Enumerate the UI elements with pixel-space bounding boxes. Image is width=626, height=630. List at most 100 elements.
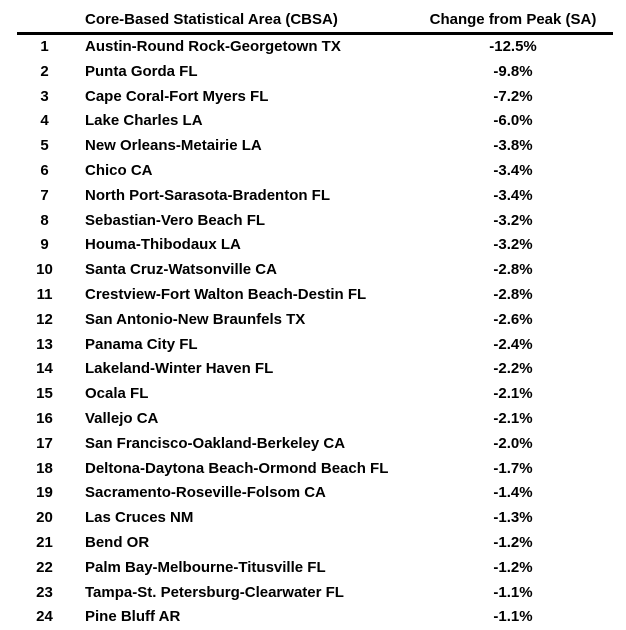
- table-row: 1 Austin-Round Rock-Georgetown TX -12.5%: [17, 34, 613, 60]
- change-cell: -1.4%: [493, 484, 533, 502]
- cbsa-cell: San Antonio-New Braunfels TX: [85, 310, 306, 328]
- change-cell: -3.8%: [493, 137, 533, 155]
- cbsa-column-header: Core-Based Statistical Area (CBSA): [72, 6, 413, 35]
- table-row: 4 Lake Charles LA -6.0%: [17, 109, 613, 134]
- change-cell: -2.1%: [493, 385, 533, 403]
- cbsa-change-table: Core-Based Statistical Area (CBSA) Chang…: [17, 6, 613, 630]
- table-row: 14 Lakeland-Winter Haven FL -2.2%: [17, 357, 613, 382]
- rank-cell: 13: [36, 335, 53, 353]
- cbsa-cell: Houma-Thibodaux LA: [85, 236, 241, 254]
- rank-cell: 18: [36, 459, 53, 477]
- table-row: 17 San Francisco-Oakland-Berkeley CA -2.…: [17, 432, 613, 457]
- cbsa-cell: Pine Bluff AR: [85, 608, 181, 626]
- rank-cell: 19: [36, 484, 53, 502]
- change-cell: -3.2%: [493, 236, 533, 254]
- change-cell: -2.0%: [493, 434, 533, 452]
- change-cell: -1.7%: [493, 459, 533, 477]
- rank-cell: 4: [40, 112, 49, 130]
- cbsa-cell: San Francisco-Oakland-Berkeley CA: [85, 434, 346, 452]
- table-row: 5 New Orleans-Metairie LA -3.8%: [17, 134, 613, 159]
- rank-cell: 2: [40, 62, 49, 80]
- change-cell: -3.4%: [493, 186, 533, 204]
- cbsa-cell: Bend OR: [85, 533, 150, 551]
- table-row: 13 Panama City FL -2.4%: [17, 333, 613, 358]
- rank-cell: 9: [40, 236, 49, 254]
- rank-cell: 17: [36, 434, 53, 452]
- rank-cell: 15: [36, 385, 53, 403]
- cbsa-cell: North Port-Sarasota-Bradenton FL: [85, 186, 331, 204]
- rank-cell: 14: [36, 360, 53, 378]
- change-cell: -1.3%: [493, 509, 533, 527]
- rank-cell: 6: [40, 161, 49, 179]
- cbsa-cell: Punta Gorda FL: [85, 62, 198, 80]
- rank-cell: 3: [40, 87, 49, 105]
- rank-cell: 12: [36, 310, 53, 328]
- rank-cell: 20: [36, 509, 53, 527]
- table-row: 20 Las Cruces NM -1.3%: [17, 506, 613, 531]
- rank-cell: 22: [36, 558, 53, 576]
- change-cell: -1.2%: [493, 558, 533, 576]
- table-row: 15 Ocala FL -2.1%: [17, 382, 613, 407]
- table-row: 23 Tampa-St. Petersburg-Clearwater FL -1…: [17, 581, 613, 606]
- table-row: 3 Cape Coral-Fort Myers FL -7.2%: [17, 85, 613, 110]
- cbsa-cell: Las Cruces NM: [85, 509, 194, 527]
- table-row: 18 Deltona-Daytona Beach-Ormond Beach FL…: [17, 457, 613, 482]
- table-row: 11 Crestview-Fort Walton Beach-Destin FL…: [17, 283, 613, 308]
- change-cell: -2.8%: [493, 261, 533, 279]
- change-cell: -1.2%: [493, 533, 533, 551]
- cbsa-cell: Vallejo CA: [85, 409, 159, 427]
- change-cell: -2.4%: [493, 335, 533, 353]
- cbsa-cell: Chico CA: [85, 161, 153, 179]
- table-row: 24 Pine Bluff AR -1.1%: [17, 605, 613, 630]
- cbsa-cell: New Orleans-Metairie LA: [85, 137, 262, 155]
- rank-column-header: [17, 6, 72, 35]
- rank-cell: 1: [40, 38, 49, 55]
- table-row: 8 Sebastian-Vero Beach FL -3.2%: [17, 209, 613, 234]
- table-row: 12 San Antonio-New Braunfels TX -2.6%: [17, 308, 613, 333]
- cbsa-cell: Santa Cruz-Watsonville CA: [85, 261, 277, 279]
- cbsa-cell: Lake Charles LA: [85, 112, 203, 130]
- change-cell: -2.8%: [493, 285, 533, 303]
- table-header: Core-Based Statistical Area (CBSA) Chang…: [17, 6, 613, 35]
- change-cell: -2.2%: [493, 360, 533, 378]
- table-row: 2 Punta Gorda FL -9.8%: [17, 60, 613, 85]
- cbsa-cell: Ocala FL: [85, 385, 149, 403]
- table-row: 6 Chico CA -3.4%: [17, 159, 613, 184]
- table-row: 19 Sacramento-Roseville-Folsom CA -1.4%: [17, 481, 613, 506]
- change-column-header: Change from Peak (SA): [413, 6, 613, 35]
- header-row: Core-Based Statistical Area (CBSA) Chang…: [17, 6, 613, 35]
- rank-cell: 8: [40, 211, 49, 229]
- change-cell: -3.2%: [493, 211, 533, 229]
- change-cell: -1.1%: [493, 583, 533, 601]
- cbsa-cell: Sebastian-Vero Beach FL: [85, 211, 266, 229]
- cbsa-cell: Lakeland-Winter Haven FL: [85, 360, 274, 378]
- cbsa-cell: Cape Coral-Fort Myers FL: [85, 87, 269, 105]
- table-body: 1 Austin-Round Rock-Georgetown TX -12.5%…: [17, 34, 613, 630]
- rank-cell: 24: [36, 608, 53, 626]
- table-row: 10 Santa Cruz-Watsonville CA -2.8%: [17, 258, 613, 283]
- table-row: 16 Vallejo CA -2.1%: [17, 407, 613, 432]
- rank-cell: 21: [36, 533, 53, 551]
- table-row: 9 Houma-Thibodaux LA -3.2%: [17, 233, 613, 258]
- cbsa-cell: Deltona-Daytona Beach-Ormond Beach FL: [85, 459, 389, 477]
- change-cell: -12.5%: [489, 38, 537, 55]
- change-cell: -6.0%: [493, 112, 533, 130]
- change-cell: -7.2%: [493, 87, 533, 105]
- cbsa-cell: Tampa-St. Petersburg-Clearwater FL: [85, 583, 344, 601]
- table-row: 7 North Port-Sarasota-Bradenton FL -3.4%: [17, 184, 613, 209]
- rank-cell: 23: [36, 583, 53, 601]
- cbsa-cell: Panama City FL: [85, 335, 198, 353]
- rank-cell: 7: [40, 186, 49, 204]
- change-cell: -1.1%: [493, 608, 533, 626]
- rank-cell: 11: [36, 285, 53, 303]
- change-cell: -2.6%: [493, 310, 533, 328]
- change-cell: -3.4%: [493, 161, 533, 179]
- rank-cell: 10: [36, 261, 53, 279]
- cbsa-cell: Sacramento-Roseville-Folsom CA: [85, 484, 326, 502]
- change-cell: -2.1%: [493, 409, 533, 427]
- cbsa-cell: Palm Bay-Melbourne-Titusville FL: [85, 558, 326, 576]
- table-row: 22 Palm Bay-Melbourne-Titusville FL -1.2…: [17, 556, 613, 581]
- rank-cell: 5: [40, 137, 49, 155]
- cbsa-cell: Crestview-Fort Walton Beach-Destin FL: [85, 285, 367, 303]
